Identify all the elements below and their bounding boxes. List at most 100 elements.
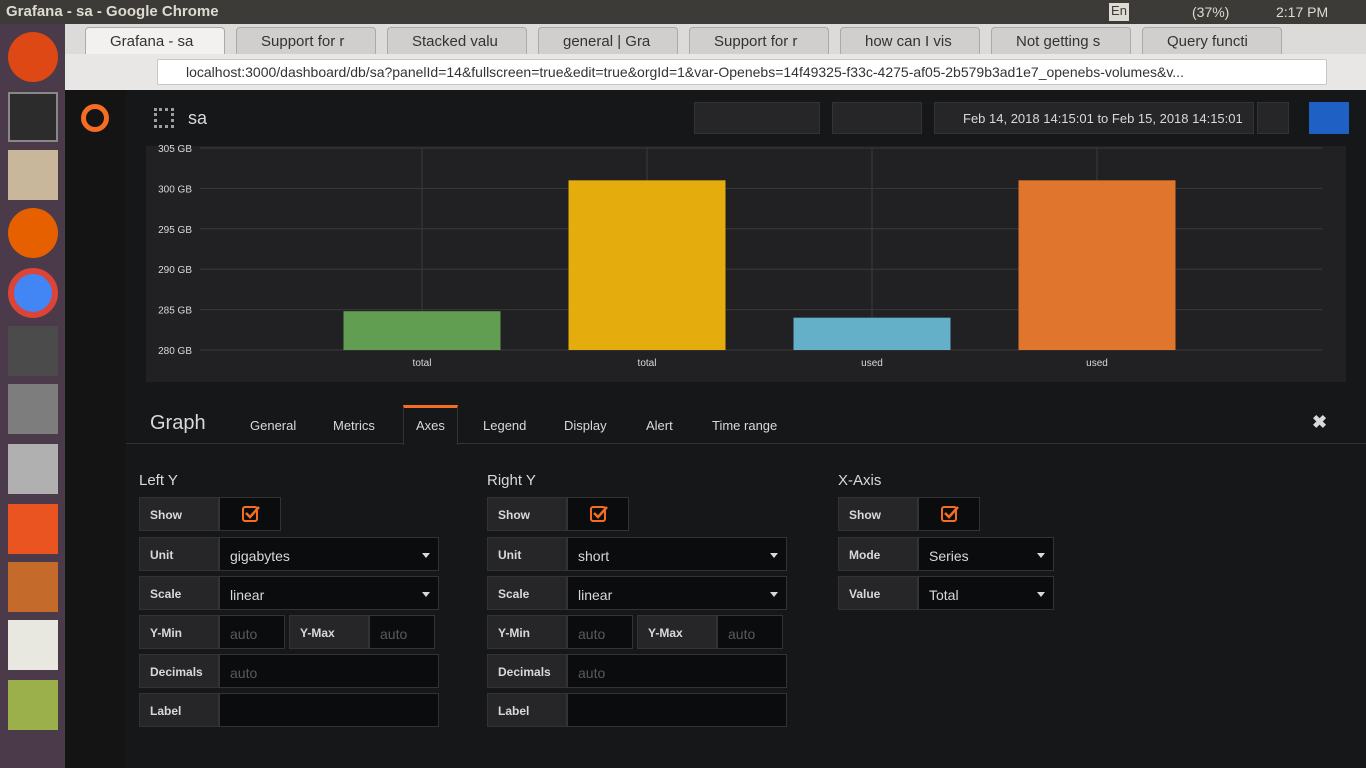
- field-label: Y-Max: [289, 615, 369, 649]
- launcher-icon[interactable]: [8, 444, 58, 494]
- launcher-icon[interactable]: [8, 326, 58, 376]
- browser-tab[interactable]: general | Gra: [538, 27, 678, 54]
- caret: [770, 592, 778, 597]
- close-button[interactable]: ✖: [1312, 412, 1328, 432]
- text-input[interactable]: [567, 693, 787, 727]
- y-tick-label: 285 GB: [158, 306, 192, 317]
- y-tick-label: 295 GB: [158, 225, 192, 236]
- text-input[interactable]: auto: [717, 615, 783, 649]
- x-tick-label: total: [413, 358, 432, 369]
- address-bar[interactable]: localhost:3000/dashboard/db/sa?panelId=1…: [157, 59, 1327, 85]
- browser-tab[interactable]: Support for r: [689, 27, 829, 54]
- select-input[interactable]: linear: [219, 576, 439, 610]
- launcher-icon[interactable]: [8, 92, 58, 142]
- bar: [343, 311, 501, 350]
- system-bar: Grafana - sa - Google Chrome En (37%) 2:…: [0, 0, 1366, 24]
- field-label: Label: [139, 693, 219, 727]
- launcher-icon[interactable]: [8, 620, 58, 670]
- language[interactable]: En: [1109, 3, 1129, 21]
- field-label: Decimals: [139, 654, 219, 688]
- launcher-icon[interactable]: [8, 562, 58, 612]
- chart: 280 GB 285 GB 290 GB 295 GB 300 GB 305 GB tota…: [158, 144, 1322, 369]
- x-tick-label: total: [638, 358, 657, 369]
- dashboard-title[interactable]: sa: [188, 108, 208, 128]
- field-label: Decimals: [487, 654, 567, 688]
- window-title: Grafana - sa - Google Chrome: [6, 3, 219, 20]
- y-tick-label: 280 GB: [158, 346, 192, 357]
- text-input[interactable]: auto: [369, 615, 435, 649]
- text-input[interactable]: auto: [567, 654, 787, 688]
- caret: [1037, 553, 1045, 558]
- browser-tab[interactable]: Stacked valu: [387, 27, 527, 54]
- tab-strip: Grafana - sa Support for r Stacked valu gen…: [65, 24, 1366, 54]
- editor-tab[interactable]: Display: [564, 418, 607, 433]
- field-label: Unit: [139, 537, 219, 571]
- zoom-buttons[interactable]: [832, 102, 922, 134]
- launcher-icon[interactable]: [8, 384, 58, 434]
- field-label: Show: [838, 497, 918, 531]
- select-input[interactable]: linear: [567, 576, 787, 610]
- browser-tab[interactable]: how can I vis: [840, 27, 980, 54]
- text-input[interactable]: auto: [219, 615, 285, 649]
- tab-divider: [126, 443, 1366, 444]
- field-label: Y-Max: [637, 615, 717, 649]
- launcher-icon[interactable]: [8, 150, 58, 200]
- bar: [793, 317, 951, 350]
- field-label: Show: [487, 497, 567, 531]
- editor-tab[interactable]: Axes: [403, 405, 458, 445]
- x-tick-label: used: [1086, 358, 1108, 369]
- launcher-icon[interactable]: [8, 680, 58, 730]
- editor-tab[interactable]: Legend: [483, 418, 527, 433]
- caret: [770, 553, 778, 558]
- select-input[interactable]: Series: [918, 537, 1054, 571]
- editor-tab[interactable]: Alert: [646, 418, 673, 433]
- launcher-icon[interactable]: [8, 208, 58, 258]
- checkbox[interactable]: [219, 497, 281, 531]
- field-label: Unit: [487, 537, 567, 571]
- editor-tab[interactable]: Time range: [712, 418, 778, 433]
- editor-title: Graph: [150, 412, 206, 434]
- text-input[interactable]: [219, 693, 439, 727]
- select-input[interactable]: Total: [918, 576, 1054, 610]
- time-range[interactable]: Feb 14, 2018 14:15:01 to Feb 15, 2018 14…: [934, 102, 1254, 134]
- caret: [422, 553, 430, 558]
- field-label: Y-Min: [487, 615, 567, 649]
- y-tick-label: 305 GB: [158, 144, 192, 155]
- dashboard-icon[interactable]: [154, 108, 174, 128]
- field-label: Scale: [487, 576, 567, 610]
- text-input[interactable]: auto: [219, 654, 439, 688]
- browser-tab[interactable]: Query functi: [1142, 27, 1282, 54]
- browser-tab[interactable]: Not getting s: [991, 27, 1131, 54]
- battery[interactable]: (37%): [1192, 4, 1230, 20]
- launcher-icon[interactable]: [8, 268, 58, 318]
- launcher: [0, 24, 65, 768]
- field-label: Value: [838, 576, 918, 610]
- toolbar-buttons[interactable]: [694, 102, 820, 134]
- grafana-logo[interactable]: [81, 104, 109, 132]
- check-icon: [590, 506, 608, 522]
- browser-chrome: Grafana - sa Support for r Stacked valu gen…: [65, 24, 1366, 90]
- launcher-icon[interactable]: [8, 32, 58, 82]
- browser-tab[interactable]: Support for r: [236, 27, 376, 54]
- x-tick-label: used: [861, 358, 883, 369]
- check-icon: [941, 506, 959, 522]
- launcher-icon[interactable]: [8, 504, 58, 554]
- group-title: Left Y: [139, 472, 178, 489]
- y-tick-label: 290 GB: [158, 265, 192, 276]
- refresh-button[interactable]: [1257, 102, 1289, 134]
- group-title: Right Y: [487, 472, 536, 489]
- checkbox[interactable]: [918, 497, 980, 531]
- select-input[interactable]: gigabytes: [219, 537, 439, 571]
- navbar: sa Feb 14, 2018 14:15:01 to Feb 15, 2018…: [126, 90, 1366, 146]
- editor-tab[interactable]: General: [250, 418, 297, 433]
- text-input[interactable]: auto: [567, 615, 633, 649]
- select-input[interactable]: short: [567, 537, 787, 571]
- browser-tab[interactable]: Grafana - sa: [85, 27, 225, 54]
- clock[interactable]: 2:17 PM: [1276, 4, 1329, 20]
- back-button[interactable]: [1309, 102, 1349, 134]
- caret: [1037, 592, 1045, 597]
- editor-tab[interactable]: Metrics: [333, 418, 375, 433]
- field-label: Scale: [139, 576, 219, 610]
- checkbox[interactable]: [567, 497, 629, 531]
